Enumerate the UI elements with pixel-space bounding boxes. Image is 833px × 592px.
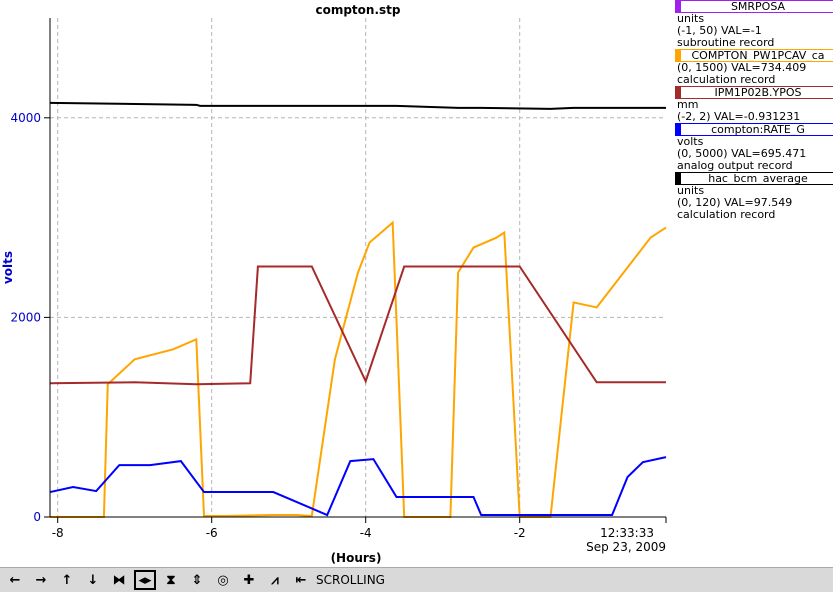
time-label: 12:33:33 bbox=[600, 526, 654, 540]
toolbar: ← → ↑ ↓ ⧓ ◂▸ ⧗ ⇕ ◎ ✚ ⩘ ⇤ SCROLLING bbox=[0, 567, 833, 592]
y-axis-label: volts bbox=[1, 251, 15, 284]
legend-entry-ipm1p02b[interactable]: IPM1P02B.YPOS mm (-2, 2) VAL=-0.931231 bbox=[670, 86, 833, 123]
legend-range-smrposa: (-1, 50) VAL=-1 bbox=[677, 24, 762, 37]
zoom-in-y-icon[interactable]: ⧗ bbox=[166, 572, 176, 588]
legend-units-hac-bcm: units bbox=[677, 184, 705, 197]
legend-record-smrposa: subroutine record bbox=[677, 36, 775, 49]
legend-record-compton-pw1pcav: calculation record bbox=[677, 73, 776, 86]
arrow-right-icon[interactable]: → bbox=[35, 572, 47, 588]
legend-units-rate-g: volts bbox=[677, 135, 704, 148]
zoom-out-x-icon[interactable]: ◂▸ bbox=[134, 570, 156, 590]
x-tick-label: -2 bbox=[514, 526, 526, 540]
legend-entry-hac-bcm[interactable]: hac_bcm_average units (0, 120) VAL=97.54… bbox=[670, 172, 833, 221]
date-label: Sep 23, 2009 bbox=[586, 540, 666, 554]
x-tick-label: -6 bbox=[206, 526, 218, 540]
legend-entry-smrposa[interactable]: SMRPOSA units (-1, 50) VAL=-1 subroutine… bbox=[670, 0, 833, 49]
zoom-in-x-icon[interactable]: ⧓ bbox=[112, 572, 126, 588]
chart-plot: compton.stp -8 -6 -4 -2 0 2000 4000 volts (Hours)… bbox=[1, 3, 667, 565]
mode-label: SCROLLING bbox=[316, 573, 385, 587]
y-tick-label: 4000 bbox=[10, 111, 41, 125]
x-tick-label: -8 bbox=[52, 526, 64, 540]
series-line-ipm1p02b-ypos bbox=[49, 265, 666, 386]
x-axis-label: (Hours) bbox=[331, 551, 382, 565]
legend-entry-compton-pw1pcav[interactable]: COMPTON_PW1PCAV_ca (0, 1500) VAL=734.409… bbox=[670, 49, 833, 86]
arrow-up-icon[interactable]: ↑ bbox=[61, 572, 73, 588]
legend-box-compton-pw1pcav[interactable]: COMPTON_PW1PCAV_ca bbox=[675, 49, 833, 62]
series-line-hac-bcm-average bbox=[49, 101, 666, 110]
legend-units-ipm1p02b: mm bbox=[677, 98, 699, 111]
ring-icon[interactable]: ◎ bbox=[217, 572, 229, 588]
legend-range-compton-pw1pcav: (0, 1500) VAL=734.409 bbox=[677, 61, 807, 74]
back-icon[interactable]: ⇤ bbox=[295, 572, 307, 588]
plus-icon[interactable]: ✚ bbox=[243, 572, 255, 588]
legend-entry-rate-g[interactable]: compton:RATE_G volts (0, 5000) VAL=695.4… bbox=[670, 123, 833, 172]
y-tick-label: 0 bbox=[33, 510, 41, 524]
series-line-compton-rate-g bbox=[49, 456, 667, 517]
legend-record-hac-bcm: calculation record bbox=[677, 208, 776, 221]
legend-box-smrposa[interactable]: SMRPOSA bbox=[675, 0, 833, 13]
legend-box-ipm1p02b[interactable]: IPM1P02B.YPOS bbox=[675, 86, 833, 99]
series-line-compton-pw1pcav-ca bbox=[50, 220, 667, 518]
x-tick-label: -4 bbox=[360, 526, 372, 540]
legend-record-rate-g: analog output record bbox=[677, 159, 793, 172]
zoom-out-y-icon[interactable]: ⇕ bbox=[191, 572, 203, 588]
legend-box-rate-g[interactable]: compton:RATE_G bbox=[675, 123, 833, 136]
arrow-left-icon[interactable]: ← bbox=[9, 572, 21, 588]
y-tick-label: 2000 bbox=[10, 310, 41, 324]
autoscale-icon[interactable]: ⩘ bbox=[271, 572, 279, 588]
legend-units-smrposa: units bbox=[677, 12, 705, 25]
chart-title: compton.stp bbox=[315, 3, 400, 17]
legend-range-hac-bcm: (0, 120) VAL=97.549 bbox=[677, 196, 793, 209]
legend-range-rate-g: (0, 5000) VAL=695.471 bbox=[677, 147, 807, 160]
legend-box-hac-bcm[interactable]: hac_bcm_average bbox=[675, 172, 833, 185]
legend-range-ipm1p02b: (-2, 2) VAL=-0.931231 bbox=[677, 110, 801, 123]
legend: SMRPOSA units (-1, 50) VAL=-1 subroutine… bbox=[670, 0, 833, 221]
arrow-down-icon[interactable]: ↓ bbox=[87, 572, 99, 588]
